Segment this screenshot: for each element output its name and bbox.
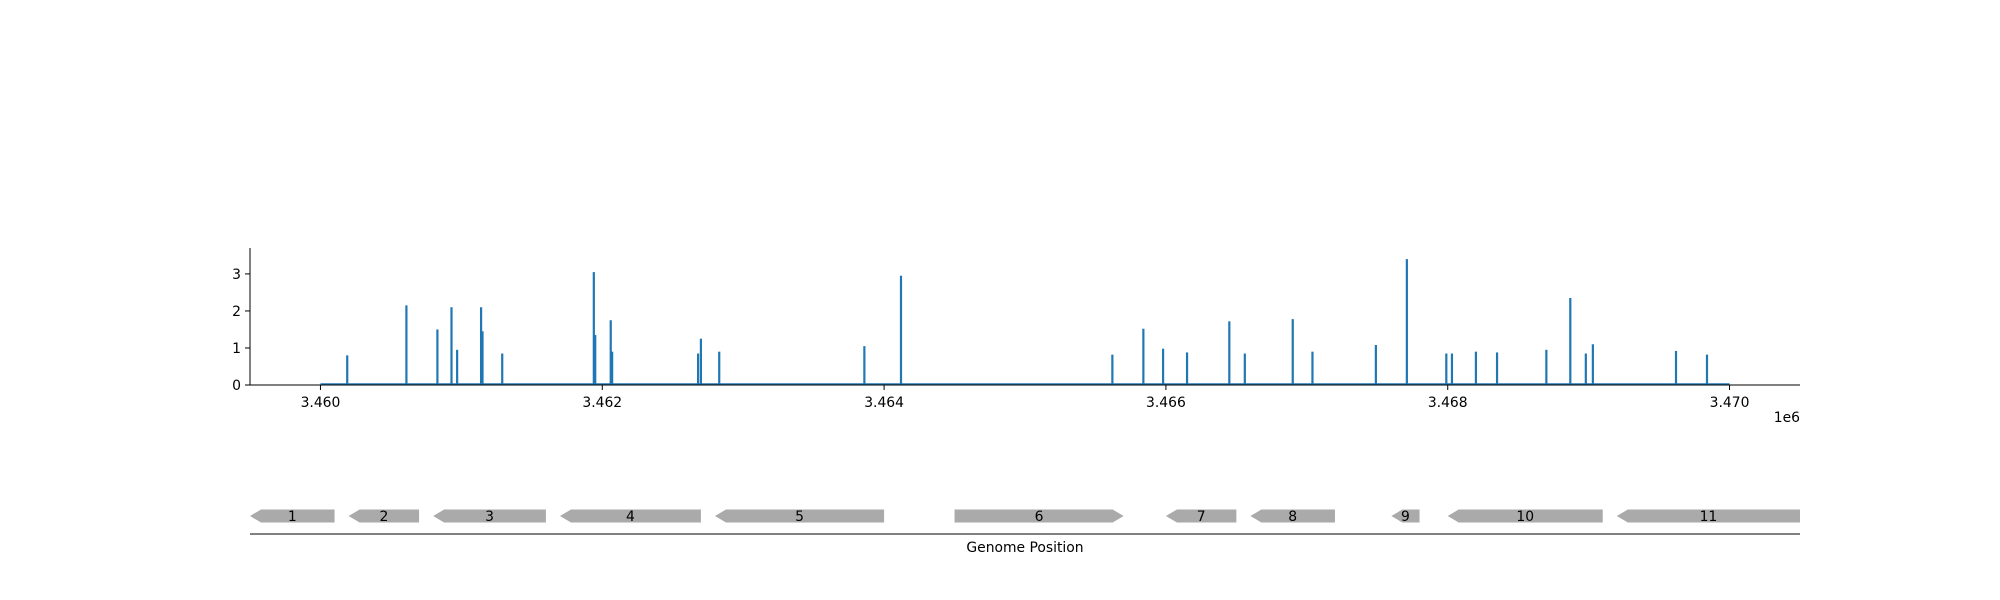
gene-arrow — [1447, 509, 1603, 523]
y-tick-label: 1 — [232, 341, 241, 357]
gene-label: 2 — [379, 509, 388, 525]
y-tick-label: 2 — [232, 304, 241, 320]
gene-arrow — [1165, 509, 1237, 523]
gene-label: 8 — [1288, 509, 1297, 525]
gene-label: 1 — [288, 509, 297, 525]
gene-arrow — [715, 509, 885, 523]
x-tick-label: 3.468 — [1428, 395, 1468, 411]
gene-track: 1 2 3 4 5 6 7 8 9 10 11 Genome Position — [250, 509, 1800, 556]
gene-arrow — [1250, 509, 1335, 523]
x-tick-label: 3.460 — [301, 395, 341, 411]
gene-arrow — [1616, 509, 1800, 523]
gene-label: 10 — [1516, 509, 1534, 525]
coverage-plot: 0 1 2 3 3.460 3.462 3.464 3.466 3.468 3.470 1e6 — [232, 248, 1800, 426]
gene-arrow — [560, 509, 701, 523]
gene-label: 7 — [1197, 509, 1206, 525]
gene-arrow — [954, 509, 1124, 523]
gene-label: 3 — [485, 509, 494, 525]
x-tick-label: 3.466 — [1146, 395, 1186, 411]
gene-label: 11 — [1700, 509, 1718, 525]
x-axis-offset-label: 1e6 — [1774, 410, 1800, 426]
gene-arrow — [250, 509, 335, 523]
gene-arrow — [1391, 509, 1420, 523]
y-axis-ticks: 0 1 2 3 — [232, 267, 250, 394]
gene-arrow — [433, 509, 546, 523]
y-tick-label: 3 — [232, 267, 241, 283]
x-axis-title: Genome Position — [966, 540, 1083, 556]
y-tick-label: 0 — [232, 378, 241, 394]
gene-label: 6 — [1035, 509, 1044, 525]
gene-arrows: 1 2 3 4 5 6 7 8 9 10 11 — [250, 509, 1800, 525]
gene-label: 5 — [795, 509, 804, 525]
gene-label: 9 — [1401, 509, 1410, 525]
coverage-spikes — [346, 259, 1709, 385]
x-tick-label: 3.462 — [582, 395, 622, 411]
x-axis-ticks: 3.460 3.462 3.464 3.466 3.468 3.470 — [301, 385, 1750, 411]
x-tick-label: 3.464 — [864, 395, 904, 411]
x-tick-label: 3.470 — [1710, 395, 1750, 411]
gene-arrow — [348, 509, 420, 523]
gene-label: 4 — [626, 509, 635, 525]
